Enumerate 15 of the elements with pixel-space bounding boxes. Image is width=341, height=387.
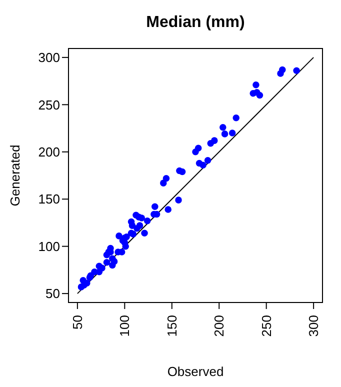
- y-tick-label: 50: [46, 286, 60, 302]
- x-tick-label: 100: [117, 315, 132, 337]
- x-tick-label: 150: [164, 315, 180, 337]
- y-tick-label: 150: [38, 192, 60, 207]
- x-tick-label: 300: [306, 315, 322, 337]
- y-tick-label: 100: [38, 238, 60, 254]
- x-tick-label: 250: [258, 315, 274, 337]
- chart-title: Median (mm): [145, 14, 246, 32]
- x-tick-label: 50: [70, 315, 85, 330]
- x-tick-label: 200: [212, 315, 227, 337]
- y-axis-title: Generated: [8, 144, 23, 206]
- x-axis-title: Observed: [167, 364, 224, 379]
- y-tick-label: 300: [38, 50, 60, 66]
- y-tick-label: 250: [38, 97, 60, 112]
- y-tick-label: 200: [38, 144, 60, 160]
